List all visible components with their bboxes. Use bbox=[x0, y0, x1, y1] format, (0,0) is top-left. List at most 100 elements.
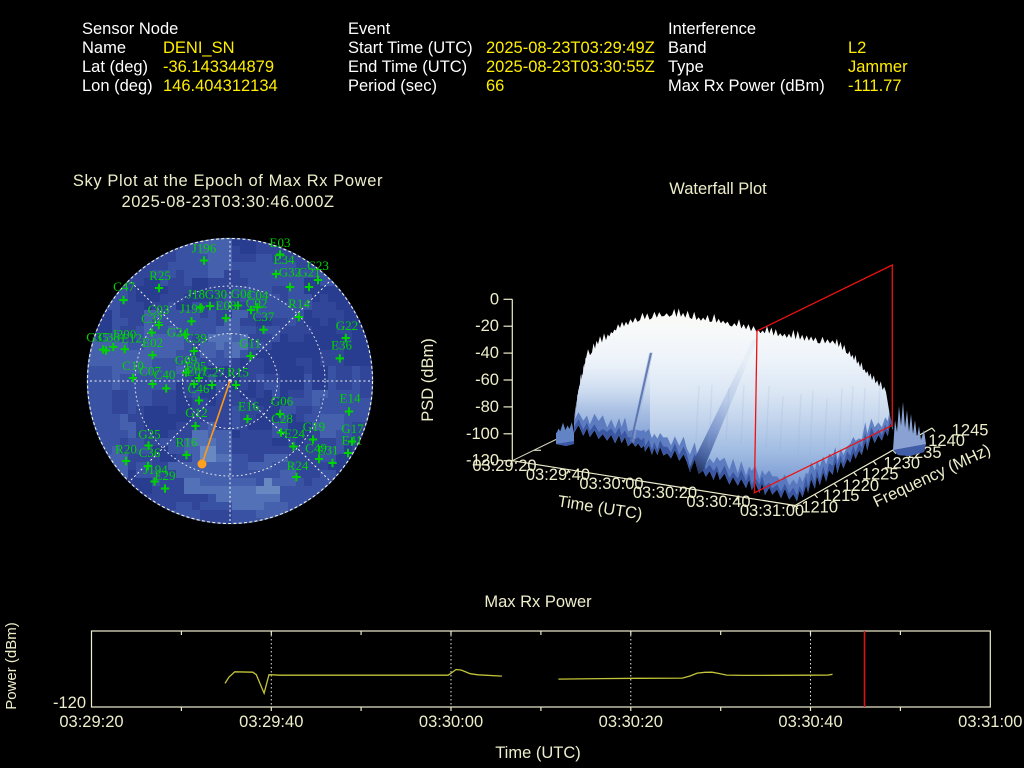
svg-text:J200: J200 bbox=[112, 327, 137, 342]
svg-text:-36.143344879: -36.143344879 bbox=[163, 58, 274, 76]
svg-text:R15: R15 bbox=[227, 365, 249, 380]
svg-text:G35: G35 bbox=[86, 330, 108, 345]
svg-text:03:30:40: 03:30:40 bbox=[686, 493, 750, 511]
svg-text:-80: -80 bbox=[475, 398, 499, 416]
svg-text:C36: C36 bbox=[139, 445, 161, 460]
svg-text:C02: C02 bbox=[246, 296, 268, 311]
svg-text:E08: E08 bbox=[216, 298, 237, 313]
svg-text:J18: J18 bbox=[187, 287, 205, 302]
svg-text:03:30:00: 03:30:00 bbox=[579, 475, 643, 493]
svg-text:G11: G11 bbox=[239, 336, 261, 351]
svg-text:L2: L2 bbox=[848, 39, 866, 57]
svg-text:C28: C28 bbox=[271, 411, 293, 426]
svg-text:1245: 1245 bbox=[952, 421, 989, 439]
svg-text:C37: C37 bbox=[253, 309, 275, 324]
svg-text:G12: G12 bbox=[185, 405, 207, 420]
svg-text:R16: R16 bbox=[176, 435, 198, 450]
svg-text:E34: E34 bbox=[274, 252, 295, 267]
svg-text:Time (UTC): Time (UTC) bbox=[495, 744, 581, 762]
svg-text:Name: Name bbox=[82, 39, 126, 57]
svg-text:1225: 1225 bbox=[862, 465, 899, 483]
svg-text:G32: G32 bbox=[279, 265, 301, 280]
svg-text:DENI_SN: DENI_SN bbox=[163, 39, 235, 57]
svg-text:03:29:20: 03:29:20 bbox=[59, 713, 123, 731]
svg-text:J199: J199 bbox=[180, 301, 205, 316]
svg-text:G30: G30 bbox=[205, 287, 227, 302]
svg-text:Sky Plot at the Epoch of Max R: Sky Plot at the Epoch of Max Rx Power bbox=[73, 172, 383, 190]
svg-text:0: 0 bbox=[490, 290, 499, 308]
svg-text:E31: E31 bbox=[318, 443, 339, 458]
svg-text:Lon (deg): Lon (deg) bbox=[82, 77, 153, 95]
svg-text:1230: 1230 bbox=[883, 455, 920, 473]
svg-text:R24: R24 bbox=[287, 458, 309, 473]
svg-text:-100: -100 bbox=[466, 425, 499, 443]
svg-text:Event: Event bbox=[348, 20, 391, 38]
svg-text:03:30:40: 03:30:40 bbox=[778, 713, 842, 731]
svg-text:-111.77: -111.77 bbox=[848, 77, 902, 95]
svg-text:C32: C32 bbox=[141, 311, 163, 326]
svg-text:E03: E03 bbox=[270, 235, 291, 250]
svg-text:03:30:20: 03:30:20 bbox=[599, 713, 663, 731]
svg-text:C47: C47 bbox=[113, 279, 135, 294]
svg-text:1220: 1220 bbox=[842, 477, 879, 495]
svg-text:G25: G25 bbox=[138, 427, 160, 442]
svg-text:E14: E14 bbox=[340, 391, 361, 406]
svg-text:Band: Band bbox=[668, 39, 707, 57]
svg-text:C46: C46 bbox=[188, 381, 210, 396]
svg-text:Sensor Node: Sensor Node bbox=[82, 20, 178, 38]
svg-text:G06: G06 bbox=[271, 394, 294, 409]
svg-text:Type: Type bbox=[668, 58, 704, 76]
svg-text:J194: J194 bbox=[143, 462, 168, 477]
svg-text:Start Time (UTC): Start Time (UTC) bbox=[348, 39, 473, 57]
svg-text:-60: -60 bbox=[475, 371, 499, 389]
svg-text:End Time (UTC): End Time (UTC) bbox=[348, 58, 467, 76]
svg-text:03:30:00: 03:30:00 bbox=[419, 713, 483, 731]
svg-text:G01: G01 bbox=[231, 286, 253, 301]
svg-text:03:31:00: 03:31:00 bbox=[740, 502, 804, 520]
svg-text:-40: -40 bbox=[475, 344, 499, 362]
svg-text:-120: -120 bbox=[53, 694, 86, 712]
svg-text:E16: E16 bbox=[238, 399, 259, 414]
svg-text:C38: C38 bbox=[98, 330, 120, 345]
svg-text:E05: E05 bbox=[186, 359, 207, 374]
svg-text:C04: C04 bbox=[247, 288, 269, 303]
svg-text:1215: 1215 bbox=[823, 487, 860, 505]
svg-text:Jammer: Jammer bbox=[848, 58, 908, 76]
svg-text:Power (dBm): Power (dBm) bbox=[3, 622, 20, 710]
svg-text:03:31:00: 03:31:00 bbox=[958, 713, 1022, 731]
svg-text:E12: E12 bbox=[121, 331, 142, 346]
svg-text:E36: E36 bbox=[331, 338, 352, 353]
svg-text:G17: G17 bbox=[341, 421, 364, 436]
svg-text:E41: E41 bbox=[342, 433, 363, 448]
svg-text:03:30:20: 03:30:20 bbox=[633, 484, 697, 502]
svg-text:R25: R25 bbox=[149, 268, 171, 283]
svg-text:E24: E24 bbox=[284, 426, 305, 441]
svg-text:Max Rx Power: Max Rx Power bbox=[484, 593, 592, 611]
svg-text:G09: G09 bbox=[175, 353, 197, 368]
svg-text:Waterfall Plot: Waterfall Plot bbox=[669, 180, 767, 198]
svg-text:G24: G24 bbox=[167, 325, 190, 340]
svg-text:-20: -20 bbox=[475, 317, 499, 335]
svg-text:C40: C40 bbox=[154, 367, 176, 382]
svg-text:2025-08-23T03:30:55Z: 2025-08-23T03:30:55Z bbox=[486, 58, 655, 76]
svg-text:E02: E02 bbox=[142, 335, 163, 350]
svg-text:C27: C27 bbox=[203, 365, 225, 380]
svg-text:C49: C49 bbox=[305, 441, 327, 456]
svg-text:03:29:40: 03:29:40 bbox=[239, 713, 303, 731]
svg-text:PSD (dBm): PSD (dBm) bbox=[419, 338, 437, 421]
svg-text:C23: C23 bbox=[307, 258, 329, 273]
svg-text:C03: C03 bbox=[148, 302, 170, 317]
svg-text:G22: G22 bbox=[336, 318, 358, 333]
svg-text:Interference: Interference bbox=[668, 20, 756, 38]
svg-text:1210: 1210 bbox=[801, 499, 838, 517]
svg-text:Period (sec): Period (sec) bbox=[348, 77, 437, 95]
svg-text:146.404312134: 146.404312134 bbox=[163, 77, 278, 95]
svg-text:2025-08-23T03:29:49Z: 2025-08-23T03:29:49Z bbox=[486, 39, 655, 57]
svg-text:R20: R20 bbox=[115, 442, 137, 457]
svg-text:-120: -120 bbox=[466, 452, 499, 470]
svg-text:G21: G21 bbox=[298, 265, 320, 280]
svg-text:C10: C10 bbox=[122, 358, 144, 373]
svg-text:J196: J196 bbox=[192, 241, 217, 256]
svg-text:C07: C07 bbox=[139, 364, 161, 379]
svg-text:C39: C39 bbox=[185, 331, 207, 346]
